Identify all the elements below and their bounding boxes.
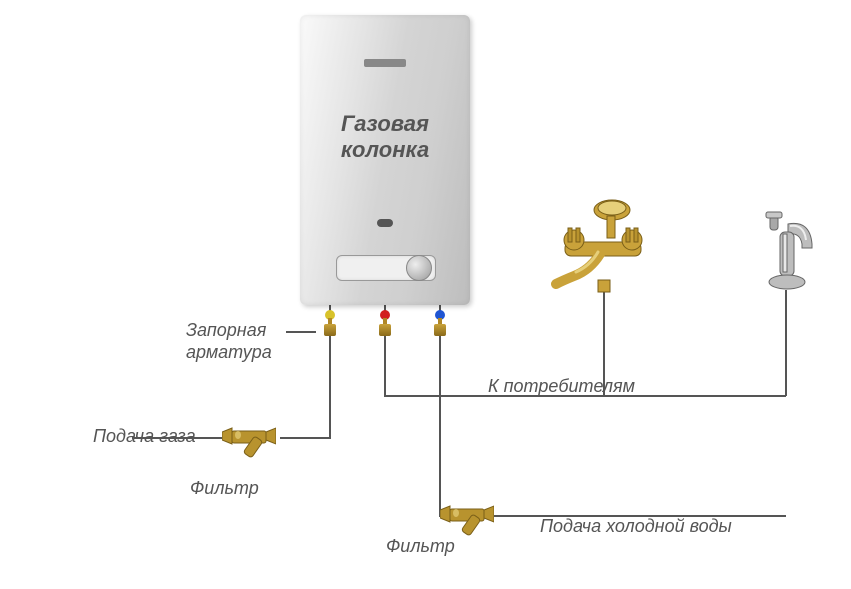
heater-indicator xyxy=(377,219,393,227)
heater-vent xyxy=(364,59,406,67)
hot-water-valve xyxy=(375,310,395,346)
label-filter-left: Фильтр xyxy=(190,478,259,500)
label-cold-supply: Подача холодной воды xyxy=(540,516,732,538)
label-gas-supply: Подача газа xyxy=(93,426,196,448)
heater-title-line1: Газовая xyxy=(341,111,429,136)
gas-water-heater: Газовая колонка xyxy=(300,15,470,305)
sink-tap-icon xyxy=(754,210,824,300)
shower-mixer-icon xyxy=(540,190,670,300)
label-shutoff-l1: Запорная xyxy=(186,320,266,340)
heater-knob-icon xyxy=(406,255,432,281)
valve-body xyxy=(434,324,446,336)
label-shutoff-l2: арматура xyxy=(186,342,272,362)
heater-title: Газовая колонка xyxy=(300,111,470,163)
label-shutoff: Запорная арматура xyxy=(186,320,272,363)
heater-title-line2: колонка xyxy=(341,137,429,162)
label-filter-right: Фильтр xyxy=(386,536,455,558)
gas-filter-icon xyxy=(222,418,276,460)
valve-body xyxy=(379,324,391,336)
cold-water-filter-icon xyxy=(440,496,494,538)
label-consumers: К потребителям xyxy=(488,376,635,398)
gas-valve xyxy=(320,310,340,346)
valve-body xyxy=(324,324,336,336)
cold-water-valve xyxy=(430,310,450,346)
